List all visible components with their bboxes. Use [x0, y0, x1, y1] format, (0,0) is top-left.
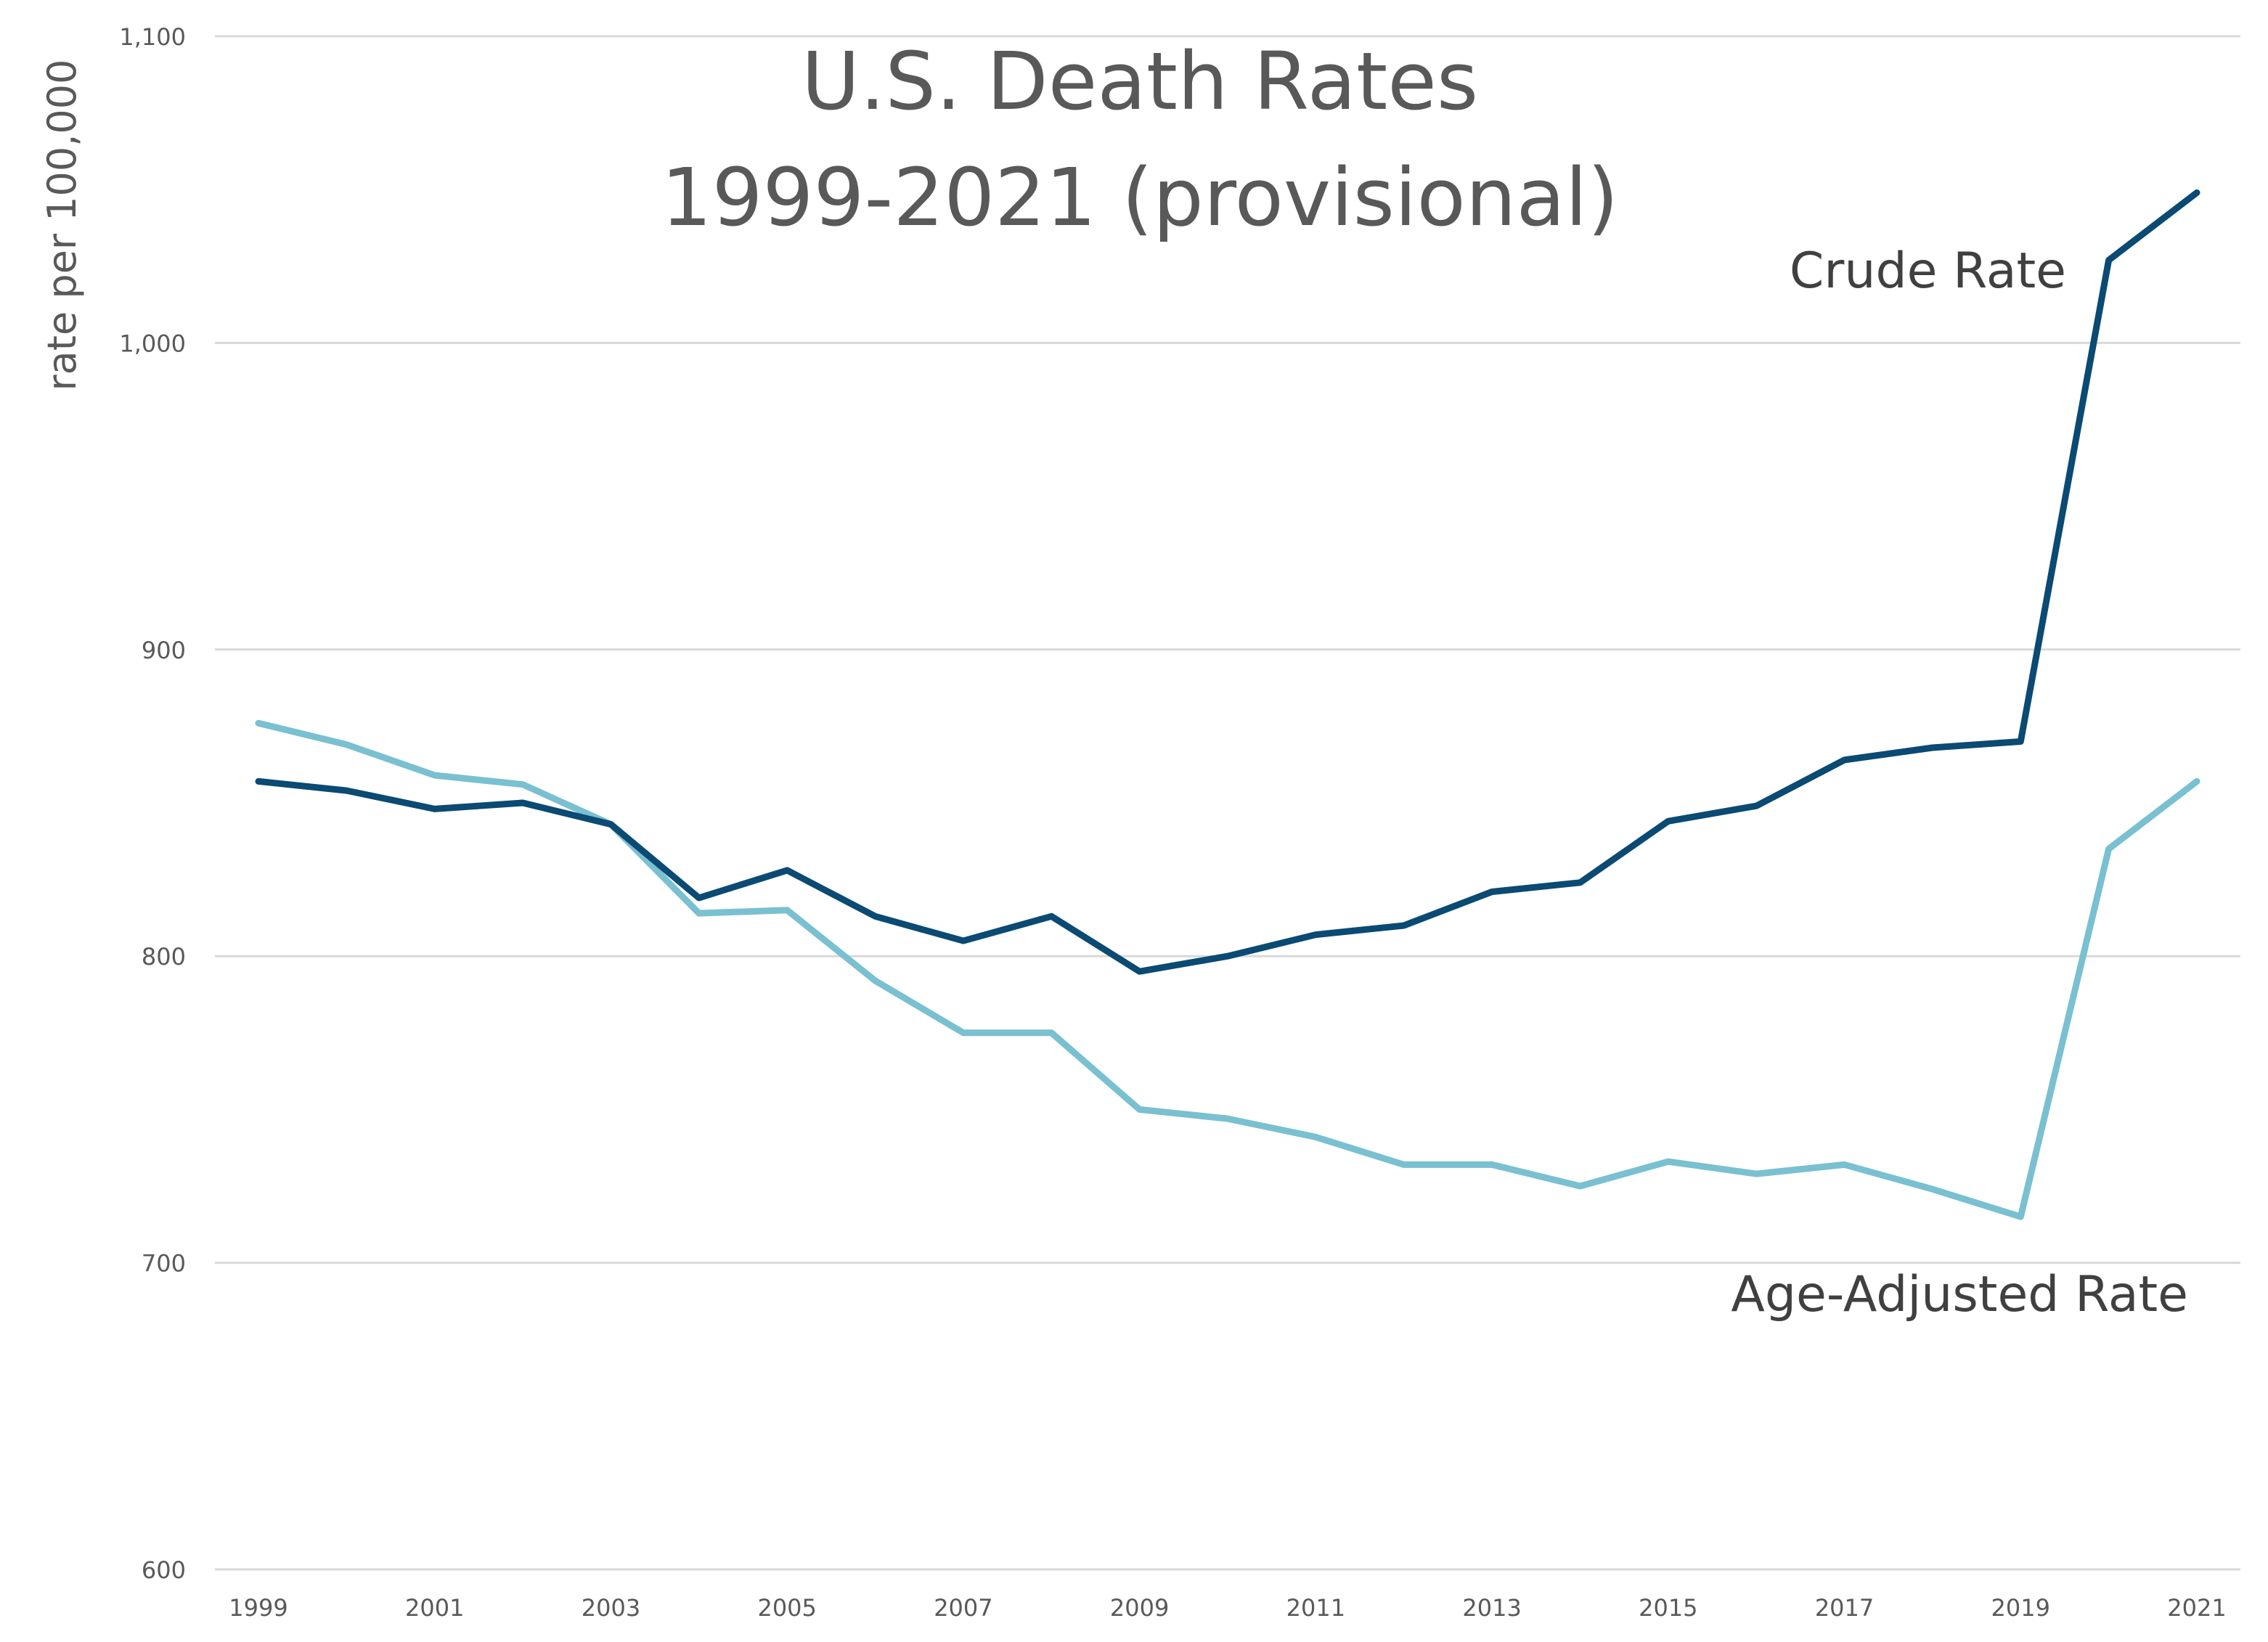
y-tick-label: 600 [142, 1556, 186, 1584]
x-tick-label: 2017 [1815, 1594, 1874, 1622]
y-tick-label: 900 [142, 637, 186, 664]
x-tick-label: 2021 [2167, 1594, 2226, 1622]
chart-title-line-2: 1999-2021 (provisional) [661, 151, 1619, 244]
y-tick-label: 700 [142, 1250, 186, 1278]
y-tick-label: 1,000 [119, 330, 186, 357]
x-axis-ticks: 1999 2001 2003 2005 2007 2009 2011 2013 2015 2017… [229, 1594, 2226, 1622]
series-line-age-adjusted-rate [255, 719, 2200, 1220]
x-tick-label: 2015 [1639, 1594, 1697, 1622]
series-lines [255, 189, 2200, 1220]
series-line-crude-rate [255, 189, 2200, 975]
y-axis-ticks: 600 700 800 900 1,000 1,100 [119, 23, 186, 1584]
x-tick-label: 2001 [405, 1594, 464, 1622]
x-tick-label: 2007 [934, 1594, 992, 1622]
x-tick-label: 2019 [1991, 1594, 2050, 1622]
y-tick-label: 1,100 [119, 23, 186, 51]
x-tick-label: 2003 [582, 1594, 640, 1622]
x-tick-label: 2005 [757, 1594, 816, 1622]
x-tick-label: 2011 [1286, 1594, 1345, 1622]
x-tick-label: 2013 [1462, 1594, 1521, 1622]
series-label-crude-rate: Crude Rate [1790, 242, 2066, 300]
chart-title-line-1: U.S. Death Rates [801, 35, 1478, 128]
x-tick-label: 2009 [1110, 1594, 1169, 1622]
y-tick-label: 800 [142, 943, 186, 971]
x-tick-label: 1999 [229, 1594, 287, 1622]
series-label-age-adjusted-rate: Age-Adjusted Rate [1731, 1266, 2188, 1323]
y-axis-title: rate per 100,000 [39, 59, 85, 391]
